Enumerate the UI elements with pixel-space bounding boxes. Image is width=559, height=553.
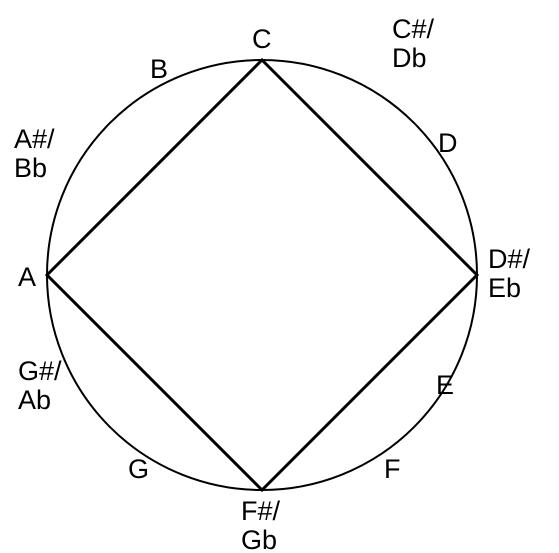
note-label-a-sharp: A#/Bb [14, 124, 55, 183]
note-label-f-sharp: F#/Gb [241, 496, 281, 553]
note-label-d-sharp: D#/Eb [488, 244, 531, 303]
note-label-g: G [128, 454, 149, 484]
note-label-d: D [438, 128, 458, 158]
note-labels: C C#/Db D D#/Eb E F F#/Gb G G#/Ab A A#/Bb B [14, 14, 531, 553]
chromatic-circle-diagram: C C#/Db D D#/Eb E F F#/Gb G G#/Ab A A#/Bb B [0, 0, 559, 553]
note-label-f: F [384, 454, 401, 484]
outer-circle [47, 60, 477, 490]
note-label-b: B [150, 54, 168, 84]
note-label-g-sharp: G#/Ab [18, 356, 62, 415]
note-label-e: E [436, 370, 454, 400]
note-label-c: C [252, 24, 272, 54]
note-label-c-sharp: C#/Db [392, 14, 435, 73]
note-label-a: A [18, 262, 36, 292]
inscribed-square [47, 60, 477, 490]
